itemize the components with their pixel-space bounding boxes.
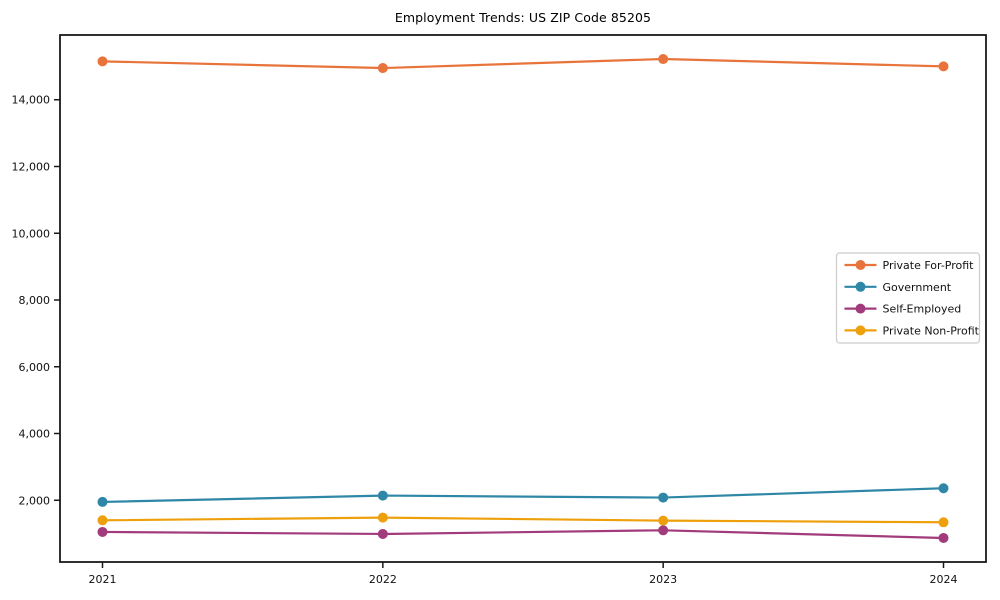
series-line	[101, 57, 945, 70]
legend-label: Private For-Profit	[883, 259, 975, 272]
chart-title: Employment Trends: US ZIP Code 85205	[394, 10, 652, 25]
data-point	[658, 492, 669, 503]
x-tick-label: 2021	[89, 573, 117, 586]
data-point	[377, 490, 388, 501]
series-line	[101, 487, 945, 504]
legend-marker-icon	[855, 260, 866, 270]
data-point	[97, 496, 108, 507]
data-point	[377, 63, 388, 74]
data-point	[377, 512, 388, 523]
legend-label: Government	[883, 281, 952, 294]
legend-label: Private Non-Profit	[883, 324, 980, 337]
series-line	[101, 529, 945, 540]
legend-marker-icon	[855, 281, 866, 292]
data-point	[938, 61, 949, 72]
y-tick-label: 12,000	[12, 160, 51, 173]
data-point	[658, 54, 669, 65]
legend-label: Self-Employed	[883, 303, 962, 316]
series-line	[101, 516, 945, 524]
y-tick-label: 2,000	[19, 494, 51, 507]
data-point	[97, 515, 108, 526]
data-point	[938, 517, 949, 528]
x-tick-label: 2022	[369, 573, 397, 586]
data-point	[97, 56, 108, 67]
y-tick-label: 6,000	[19, 361, 51, 374]
data-point	[938, 532, 949, 543]
data-point	[938, 483, 949, 494]
data-point	[658, 515, 669, 526]
data-point	[97, 526, 108, 537]
y-tick-label: 8,000	[19, 294, 51, 307]
data-point	[377, 528, 388, 539]
x-tick-label: 2023	[649, 573, 677, 586]
legend-marker-icon	[855, 325, 866, 336]
data-point	[658, 525, 669, 536]
legend-marker-icon	[855, 303, 866, 314]
plot-border	[59, 34, 987, 563]
y-tick-label: 10,000	[12, 227, 51, 240]
y-tick-label: 14,000	[12, 94, 51, 107]
legend-box	[835, 252, 981, 344]
y-tick-label: 4,000	[19, 428, 51, 441]
x-tick-label: 2024	[930, 573, 958, 586]
